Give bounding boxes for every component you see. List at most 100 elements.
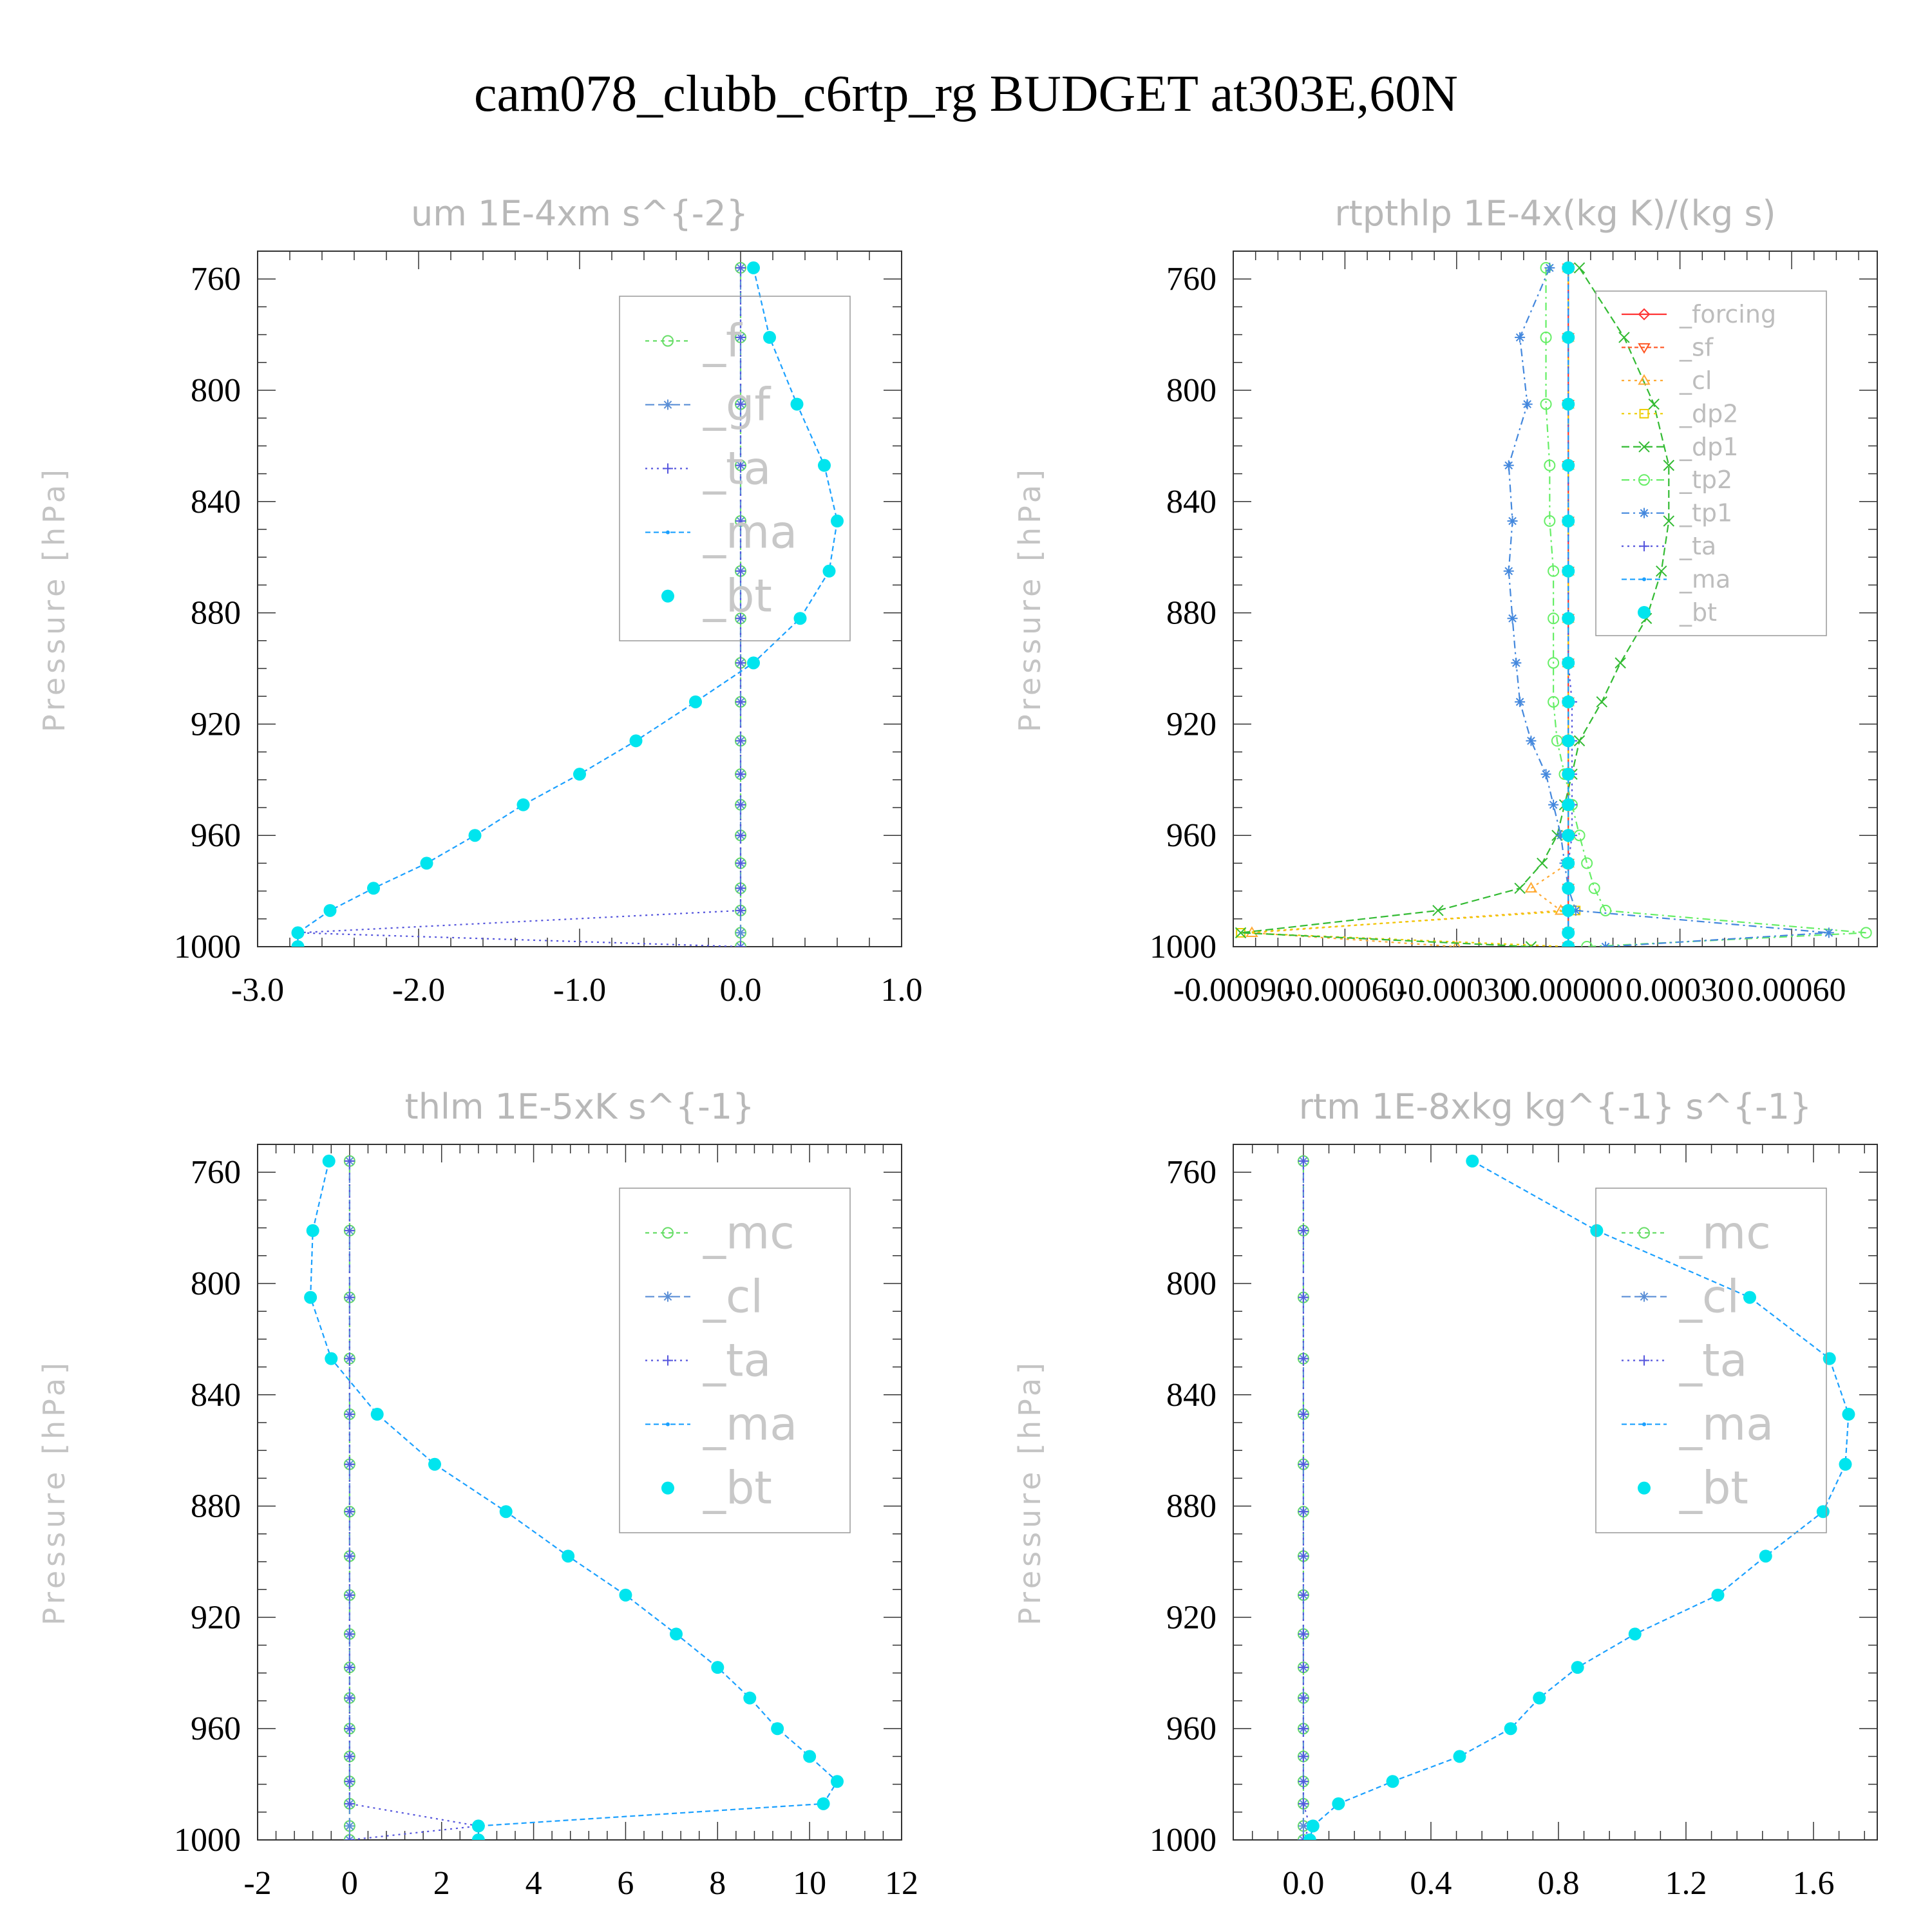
legend-marker bbox=[1638, 441, 1650, 453]
data-point-ta bbox=[1298, 1692, 1309, 1703]
data-point-ta bbox=[735, 399, 746, 410]
data-point-bt bbox=[1571, 1661, 1584, 1674]
data-point-tp1 bbox=[1540, 769, 1551, 780]
legend-box bbox=[1595, 1188, 1827, 1533]
data-point-bt bbox=[670, 1627, 683, 1641]
panel-title: rtm 1E-8xkg kg^{-1} s^{-1} bbox=[1299, 1086, 1812, 1127]
data-point-bt bbox=[1306, 1819, 1320, 1833]
x-tick-label: -1.0 bbox=[553, 972, 606, 1009]
panel-title: um 1E-4xm s^{-2} bbox=[411, 193, 748, 234]
data-point-ta bbox=[1298, 1225, 1309, 1236]
data-point-bt bbox=[367, 882, 380, 895]
data-point-bt bbox=[471, 1833, 485, 1840]
legend-marker bbox=[666, 530, 670, 535]
data-point-dp1 bbox=[1514, 882, 1526, 894]
data-point-bt bbox=[1562, 564, 1575, 578]
data-point-ta bbox=[344, 1225, 355, 1236]
x-tick-label: 8 bbox=[709, 1865, 726, 1902]
data-point-bt bbox=[428, 1457, 441, 1471]
tick-marks bbox=[257, 251, 902, 947]
data-point-ta bbox=[735, 696, 746, 707]
data-point-bt bbox=[1562, 904, 1575, 917]
y-tick-label: 880 bbox=[1166, 595, 1217, 632]
data-point-bt bbox=[1504, 1722, 1517, 1736]
legend-marker bbox=[1638, 343, 1651, 354]
data-point-bt bbox=[689, 695, 702, 708]
y-axis-label: Pressure [hPa] bbox=[37, 466, 71, 732]
plot-frame bbox=[1233, 251, 1878, 947]
data-point-bt bbox=[1759, 1549, 1772, 1563]
series-line-ta bbox=[348, 1160, 479, 1840]
data-point-bt bbox=[1562, 768, 1575, 781]
legend-label: _forcing bbox=[1679, 300, 1776, 328]
data-point-bt bbox=[831, 1775, 844, 1788]
data-point-ta bbox=[1298, 1459, 1309, 1470]
data-point-ta bbox=[344, 1459, 355, 1470]
data-point-ta bbox=[344, 1551, 355, 1562]
y-axis-label: Pressure [hPa] bbox=[37, 1359, 71, 1625]
data-point-cl bbox=[1524, 882, 1538, 893]
y-tick-label: 920 bbox=[191, 706, 241, 743]
legend-label: _bt bbox=[703, 570, 772, 623]
data-point-bt bbox=[325, 1352, 338, 1365]
x-tick-label: 12 bbox=[885, 1865, 918, 1902]
data-point-bt bbox=[822, 564, 836, 578]
legend-marker bbox=[1642, 577, 1646, 582]
data-point-ta bbox=[344, 1776, 355, 1787]
panel-rtm: rtm 1E-8xkg kg^{-1} s^{-1} Pressure [hPa]… bbox=[1012, 1086, 1878, 1902]
data-point-bt bbox=[619, 1588, 632, 1602]
data-point-cl bbox=[344, 1821, 355, 1832]
x-tick-label: -2.0 bbox=[392, 972, 445, 1009]
series-line-ta bbox=[298, 267, 742, 947]
series-layer bbox=[1235, 261, 1872, 947]
x-tick-label: 0.4 bbox=[1410, 1865, 1452, 1902]
data-point-tp2 bbox=[1588, 882, 1600, 895]
data-point-gf bbox=[735, 927, 746, 938]
data-point-bt bbox=[573, 768, 586, 781]
legend-marker bbox=[1638, 308, 1651, 321]
legend-box bbox=[619, 1188, 851, 1533]
plot-frame bbox=[1233, 1144, 1878, 1841]
y-tick-label: 960 bbox=[191, 817, 241, 854]
y-tick-label: 1000 bbox=[1150, 1822, 1217, 1859]
legend-label: _ma bbox=[703, 1398, 797, 1451]
data-point-ta bbox=[1298, 1723, 1309, 1734]
data-point-ta bbox=[344, 1798, 355, 1809]
data-point-cl bbox=[1298, 1821, 1309, 1832]
panel-title: rtpthlp 1E-4x(kg K)/(kg s) bbox=[1334, 193, 1776, 234]
data-point-bt bbox=[1823, 1352, 1836, 1365]
data-point-bt bbox=[763, 330, 776, 344]
data-point-bt bbox=[629, 734, 643, 748]
legend-marker bbox=[1639, 1355, 1649, 1366]
y-tick-label: 920 bbox=[191, 1599, 241, 1636]
tick-marks bbox=[257, 1144, 902, 1841]
data-point-tp2 bbox=[1581, 857, 1593, 869]
data-point-bt bbox=[1562, 261, 1575, 274]
legend: _mc _cl _ta _ma _bt bbox=[619, 1188, 851, 1533]
data-point-tp1 bbox=[1507, 516, 1518, 527]
y-tick-label: 920 bbox=[1166, 706, 1217, 743]
data-point-bt bbox=[711, 1661, 724, 1674]
data-point-ta bbox=[344, 1835, 355, 1840]
data-point-ta bbox=[735, 460, 746, 471]
data-point-ta bbox=[344, 1353, 355, 1364]
data-point-bt bbox=[1533, 1691, 1546, 1705]
data-point-ta bbox=[735, 858, 746, 869]
data-point-dp1 bbox=[1573, 735, 1586, 747]
data-point-ta bbox=[735, 565, 746, 576]
data-point-ta bbox=[1298, 1776, 1309, 1787]
plot-frame bbox=[257, 251, 902, 947]
data-point-dp1 bbox=[1537, 857, 1548, 869]
data-point-bt bbox=[818, 459, 831, 472]
data-point-bt bbox=[1711, 1588, 1725, 1602]
legend-marker bbox=[1639, 408, 1649, 419]
data-point-bt bbox=[1562, 882, 1575, 895]
series-line-ma bbox=[297, 267, 838, 947]
series-line-ma bbox=[310, 1160, 838, 1840]
data-point-tp1 bbox=[1522, 399, 1533, 410]
data-point-bt bbox=[1842, 1408, 1855, 1421]
data-point-tp2 bbox=[1540, 398, 1552, 410]
data-point-tp1 bbox=[1544, 262, 1555, 273]
data-point-ta bbox=[735, 613, 746, 624]
